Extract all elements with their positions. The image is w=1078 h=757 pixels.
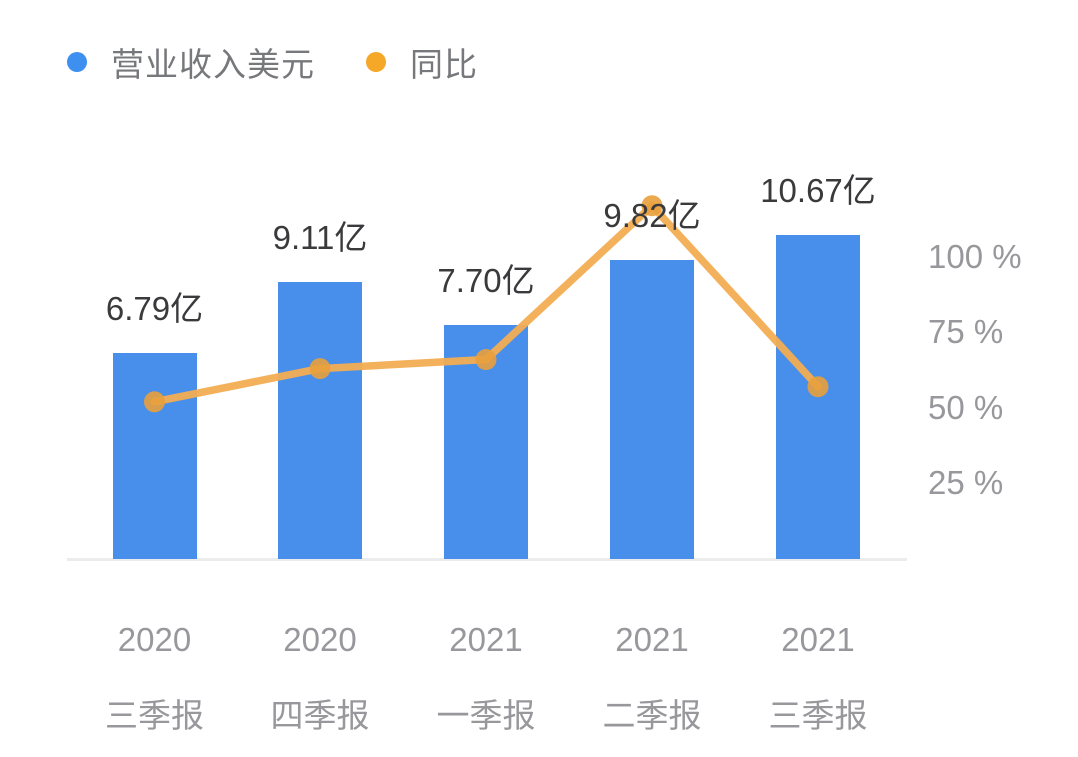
x-axis-period-label: 三季报	[105, 697, 204, 734]
x-axis-year-label: 2020	[117, 621, 192, 658]
x-axis-year-label: 2020	[283, 621, 357, 658]
revenue-bar-2[interactable]	[444, 324, 528, 559]
bar-value-label: 6.79亿	[105, 289, 204, 327]
x-axis-period-label: 四季报	[270, 697, 370, 734]
x-axis-period-label: 三季报	[768, 697, 868, 734]
x-axis-year-label: 2021	[781, 621, 855, 658]
revenue-bar-4[interactable]	[776, 234, 860, 559]
x-axis-line	[67, 558, 907, 561]
right-axis-tick: 50 %	[928, 388, 1004, 426]
x-axis-period-label: 二季报	[602, 697, 702, 734]
legend-dot-icon	[67, 52, 87, 72]
revenue-bar-1[interactable]	[278, 282, 362, 559]
revenue-bar-0[interactable]	[112, 352, 197, 559]
legend-dot-icon	[366, 52, 386, 72]
right-axis-tick: 25 %	[928, 464, 1004, 502]
x-axis-period-label: 一季报	[436, 697, 536, 734]
right-axis-tick: 75 %	[928, 313, 1004, 351]
revenue-bar-3[interactable]	[610, 260, 694, 559]
legend-item-label: 同比	[410, 46, 478, 83]
bar-value-label: 9.11亿	[272, 219, 368, 257]
bar-value-label: 10.67亿	[760, 171, 876, 209]
x-axis-year-label: 2021	[449, 621, 523, 658]
bar-value-label: 7.70亿	[437, 261, 535, 299]
x-axis-year-label: 2021	[615, 621, 689, 658]
legend-item-yoy[interactable]: 同比	[366, 38, 478, 86]
chart-legend: 营业收入美元 同比	[67, 38, 478, 86]
legend-item-revenue[interactable]: 营业收入美元	[67, 38, 315, 86]
legend-item-label: 营业收入美元	[111, 46, 315, 83]
bar-value-label: 9.82亿	[603, 197, 701, 235]
right-axis-tick: 100 %	[928, 238, 1022, 275]
